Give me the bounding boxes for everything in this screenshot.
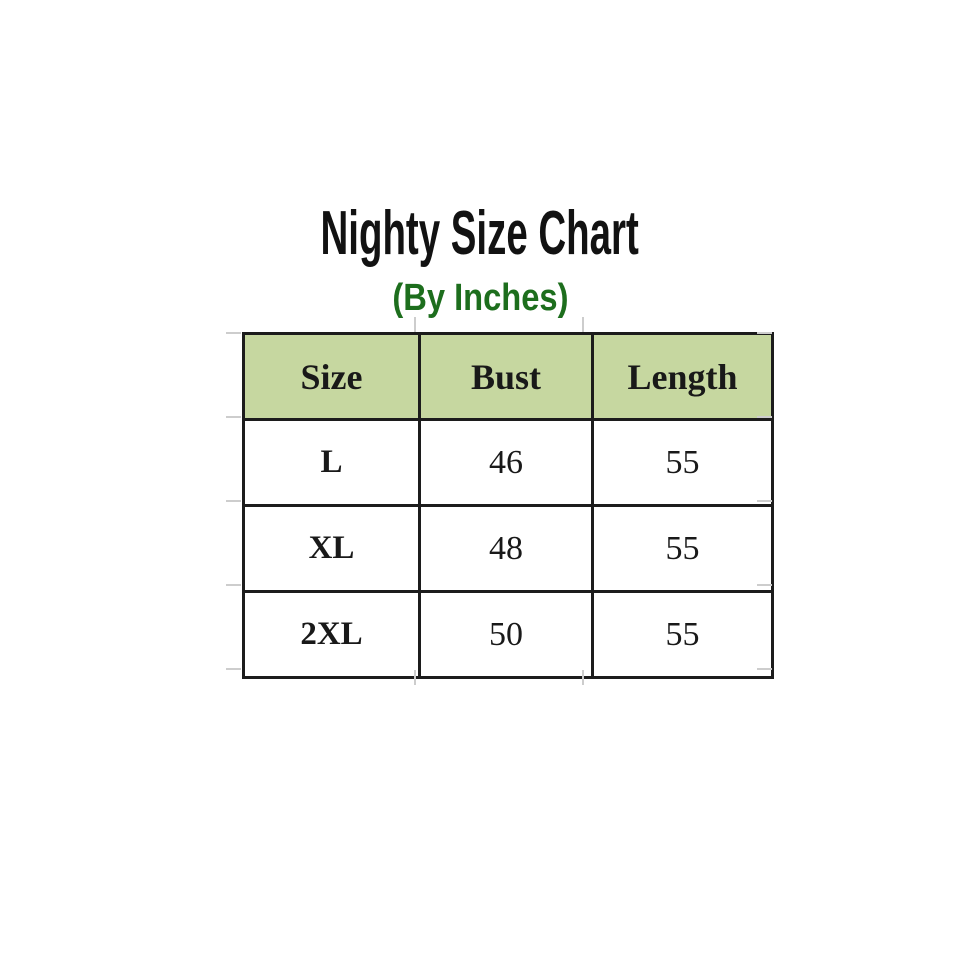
- gridline-tick: [226, 416, 241, 418]
- gridline-tick: [226, 332, 241, 334]
- cell-size-l: L: [242, 418, 421, 507]
- page-title: Nighty Size Chart: [0, 199, 960, 268]
- cell-bust-2xl: 50: [418, 590, 594, 679]
- gridline-tick: [757, 668, 772, 670]
- cell-length-2xl: 55: [591, 590, 774, 679]
- gridline-tick: [226, 500, 241, 502]
- gridline-tick: [582, 317, 584, 332]
- cell-bust-l: 46: [418, 418, 594, 507]
- cell-length-l: 55: [591, 418, 774, 507]
- page-subtitle: (By Inches): [0, 279, 960, 317]
- column-header-size: Size: [242, 332, 421, 421]
- table-row: 2XL 50 55: [242, 590, 774, 679]
- cell-length-xl: 55: [591, 504, 774, 593]
- page-subtitle-text: (By Inches): [391, 277, 569, 319]
- page-title-text: Nighty Size Chart: [320, 199, 640, 268]
- gridline-tick: [414, 670, 416, 685]
- table-row: XL 48 55: [242, 504, 774, 593]
- size-table: Size Bust Length L 46 55 XL 48 55 2XL 50…: [242, 332, 774, 679]
- gridline-tick: [757, 332, 772, 334]
- table-row: L 46 55: [242, 418, 774, 507]
- column-header-bust: Bust: [418, 332, 594, 421]
- gridline-tick: [757, 584, 772, 586]
- cell-bust-xl: 48: [418, 504, 594, 593]
- column-header-length: Length: [591, 332, 774, 421]
- gridline-tick: [226, 584, 241, 586]
- gridline-tick: [757, 416, 772, 418]
- table-header-row: Size Bust Length: [242, 332, 774, 421]
- gridline-tick: [582, 670, 584, 685]
- gridline-tick: [414, 317, 416, 332]
- gridline-tick: [757, 500, 772, 502]
- gridline-tick: [226, 668, 241, 670]
- cell-size-2xl: 2XL: [242, 590, 421, 679]
- cell-size-xl: XL: [242, 504, 421, 593]
